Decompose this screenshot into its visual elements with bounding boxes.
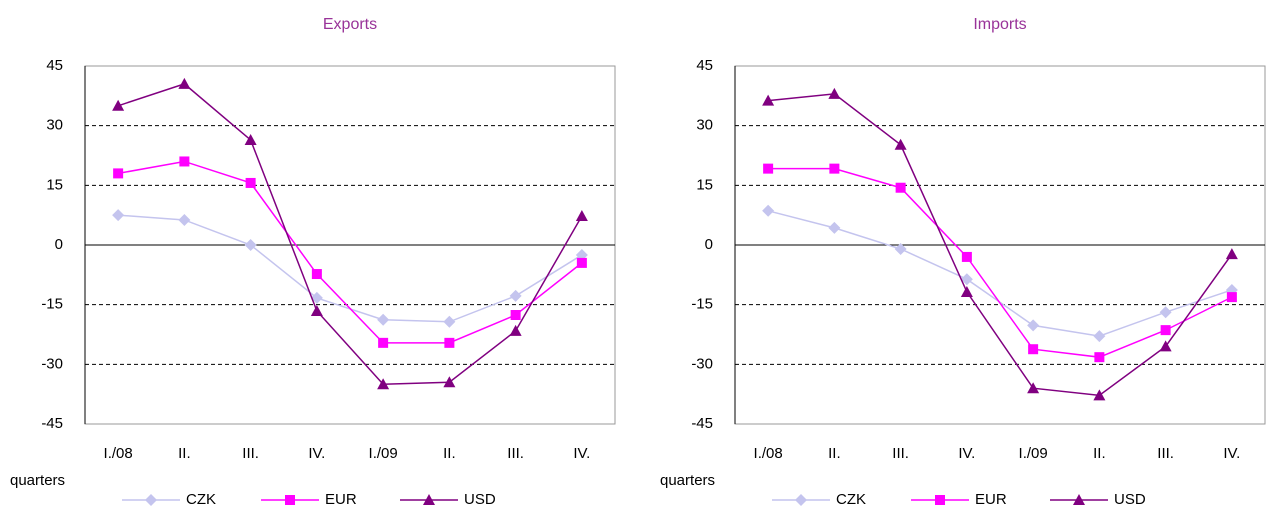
series-marker — [762, 94, 775, 106]
legend-label: EUR — [975, 491, 1007, 508]
legend-label: USD — [1114, 491, 1146, 508]
series-marker — [1159, 340, 1172, 352]
series-marker — [112, 99, 125, 111]
series-marker — [762, 204, 775, 217]
y-tick-label: 45 — [696, 57, 713, 74]
chart-title: Imports — [973, 16, 1026, 33]
x-tick-label: II. — [828, 445, 841, 462]
series-marker — [112, 209, 125, 222]
series-marker — [960, 285, 973, 297]
series-line — [768, 93, 1233, 397]
series-line — [117, 83, 583, 385]
series-marker — [895, 182, 906, 193]
x-axis-label: quarters — [10, 472, 65, 489]
series-line — [768, 167, 1233, 358]
legend-marker — [285, 495, 295, 505]
y-tick-label: -15 — [691, 296, 713, 313]
series-marker — [1093, 330, 1106, 343]
series-marker — [244, 133, 257, 145]
series-marker — [1028, 344, 1039, 355]
series-marker — [113, 168, 124, 179]
series-marker — [311, 269, 322, 280]
series-marker — [960, 273, 973, 286]
x-tick-label: III. — [892, 445, 909, 462]
series-marker — [377, 378, 390, 390]
series-marker — [310, 305, 323, 317]
chart-title: Exports — [323, 16, 377, 33]
series-marker — [894, 242, 907, 255]
series-marker — [509, 289, 522, 302]
x-tick-label: III. — [507, 445, 524, 462]
y-tick-label: 0 — [705, 236, 713, 253]
series-marker — [509, 324, 522, 336]
y-tick-label: -15 — [41, 296, 63, 313]
series-marker — [1159, 306, 1172, 319]
series-marker — [763, 163, 774, 174]
x-axis-label: quarters — [660, 472, 715, 489]
legend-label: CZK — [836, 491, 866, 508]
legend-marker — [145, 494, 157, 506]
y-tick-label: 15 — [696, 176, 713, 193]
x-tick-label: II. — [178, 445, 191, 462]
series-marker — [575, 248, 588, 261]
y-tick-label: 30 — [46, 117, 63, 134]
series-marker — [244, 239, 257, 251]
series-marker — [178, 77, 191, 89]
series-marker — [1225, 248, 1238, 260]
x-tick-label: IV. — [308, 445, 325, 462]
x-tick-label: I./08 — [104, 445, 133, 462]
y-tick-label: 0 — [55, 236, 63, 253]
series-marker — [1226, 292, 1237, 303]
series-marker — [828, 87, 841, 99]
y-tick-label: 30 — [696, 117, 713, 134]
y-tick-label: 15 — [46, 176, 63, 193]
x-tick-label: III. — [242, 445, 259, 462]
series-marker — [178, 213, 191, 226]
x-tick-label: I./08 — [754, 445, 783, 462]
series-marker — [443, 376, 456, 388]
legend-marker — [795, 494, 807, 506]
y-tick-label: -45 — [41, 415, 63, 432]
series-marker — [576, 257, 587, 268]
legend-marker — [1073, 494, 1085, 505]
y-tick-label: -45 — [691, 415, 713, 432]
y-tick-label: 45 — [46, 57, 63, 74]
legend-label: USD — [464, 491, 496, 508]
legend-marker — [423, 494, 435, 505]
series-marker — [310, 291, 323, 304]
x-tick-label: I./09 — [1019, 445, 1048, 462]
series-line — [117, 160, 583, 344]
series-marker — [829, 163, 840, 174]
x-tick-label: I./09 — [369, 445, 398, 462]
series-marker — [1093, 389, 1106, 401]
legend-marker — [935, 495, 945, 505]
legend-label: CZK — [186, 491, 216, 508]
series-marker — [444, 337, 455, 348]
series-marker — [828, 221, 841, 234]
series-marker — [1027, 319, 1040, 332]
series-marker — [894, 138, 907, 150]
legend-label: EUR — [325, 491, 357, 508]
series-marker — [245, 177, 256, 188]
series-marker — [1094, 352, 1105, 363]
series-marker — [1160, 325, 1171, 336]
series-marker — [1027, 382, 1040, 394]
x-tick-label: II. — [1093, 445, 1106, 462]
x-tick-label: IV. — [958, 445, 975, 462]
x-tick-label: II. — [443, 445, 456, 462]
series-marker — [378, 337, 389, 348]
x-tick-label: IV. — [573, 445, 590, 462]
x-tick-label: III. — [1157, 445, 1174, 462]
series-line — [118, 214, 583, 323]
series-marker — [443, 315, 456, 328]
series-marker — [510, 310, 521, 321]
series-marker — [179, 156, 190, 167]
y-tick-label: -30 — [691, 355, 713, 372]
y-tick-label: -30 — [41, 355, 63, 372]
series-marker — [377, 313, 390, 326]
x-tick-label: IV. — [1223, 445, 1240, 462]
series-marker — [961, 251, 972, 262]
series-marker — [575, 209, 588, 221]
